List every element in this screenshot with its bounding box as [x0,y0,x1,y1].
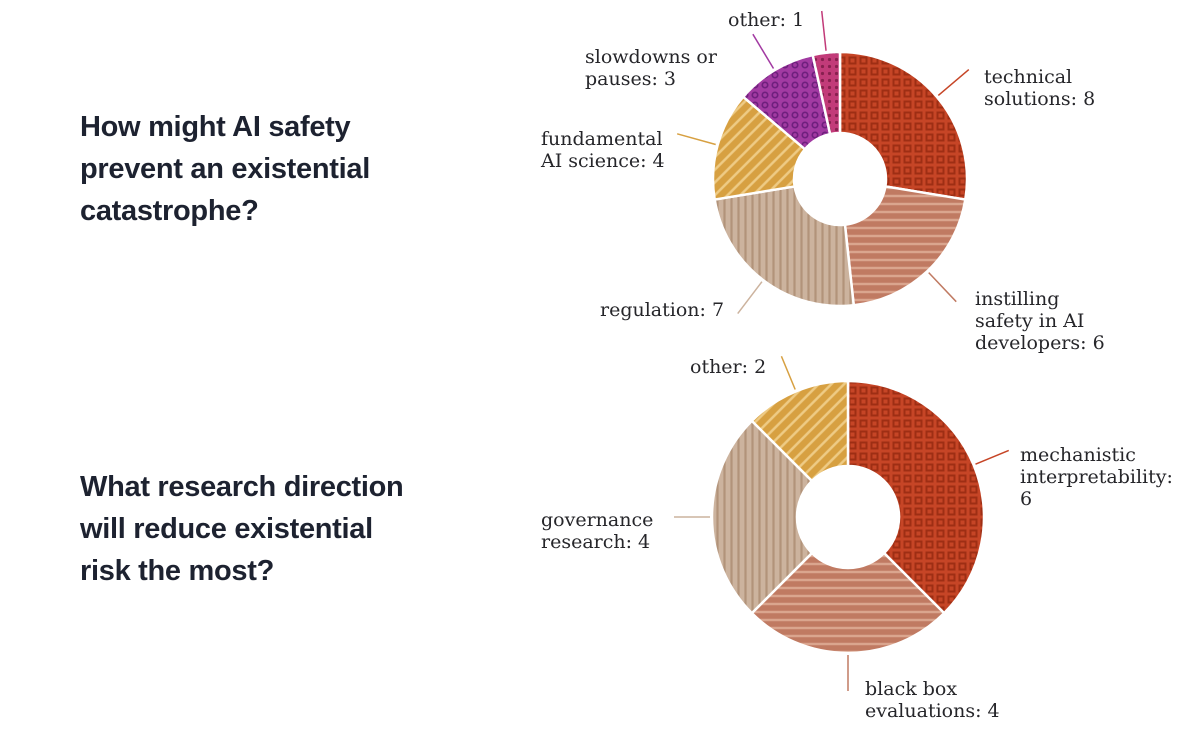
chart1-segment-instilling-safety-in-ai-developers [843,185,967,307]
label-governance-research: governance research: 4 [541,509,654,553]
label-regulation: regulation: 7 [600,299,725,321]
chart1-segment-technical-solutions [838,50,969,201]
chart2-segment-governance-research [710,419,814,615]
chart1-segment-other [811,50,842,136]
chart1-segment-regulation [713,185,855,308]
chart2-leader-mechanistic-interpretability [975,449,1010,465]
chart2-leader-other [780,355,796,390]
question-1-heading: How might AI safety prevent an existenti… [80,111,370,228]
label-fundamental-ai-science: fundamental AI science: 4 [541,128,665,172]
chart1-leader-technical-solutions [937,69,970,97]
question-2-heading: What research direction will reduce exis… [80,471,404,588]
chart1-leader-other [820,10,827,51]
label-other-chart1: other: 1 [728,9,805,31]
chart2-segment-mechanistic-interpretability [846,379,986,615]
chart2-segment-black-box-evaluations [750,551,946,655]
chart1-leader-instilling-safety-in-ai-developers [928,272,957,303]
chart2-segment-other [750,379,850,483]
label-mechanistic-interpretability: mechanistic interpretability: 6 [1020,444,1173,510]
label-instilling-safety: instilling safety in AI developers: 6 [975,288,1105,354]
label-black-box-evaluations: black box evaluations: 4 [865,678,1000,722]
chart1-leader-fundamental-ai-science [676,133,716,146]
label-other-chart2: other: 2 [690,356,767,378]
chart1-leader-slowdowns-or-pauses [752,33,775,69]
label-slowdowns-or-pauses: slowdowns or pauses: 3 [585,46,717,90]
label-technical-solutions: technical solutions: 8 [984,66,1096,110]
chart1-leader-regulation [737,281,763,314]
